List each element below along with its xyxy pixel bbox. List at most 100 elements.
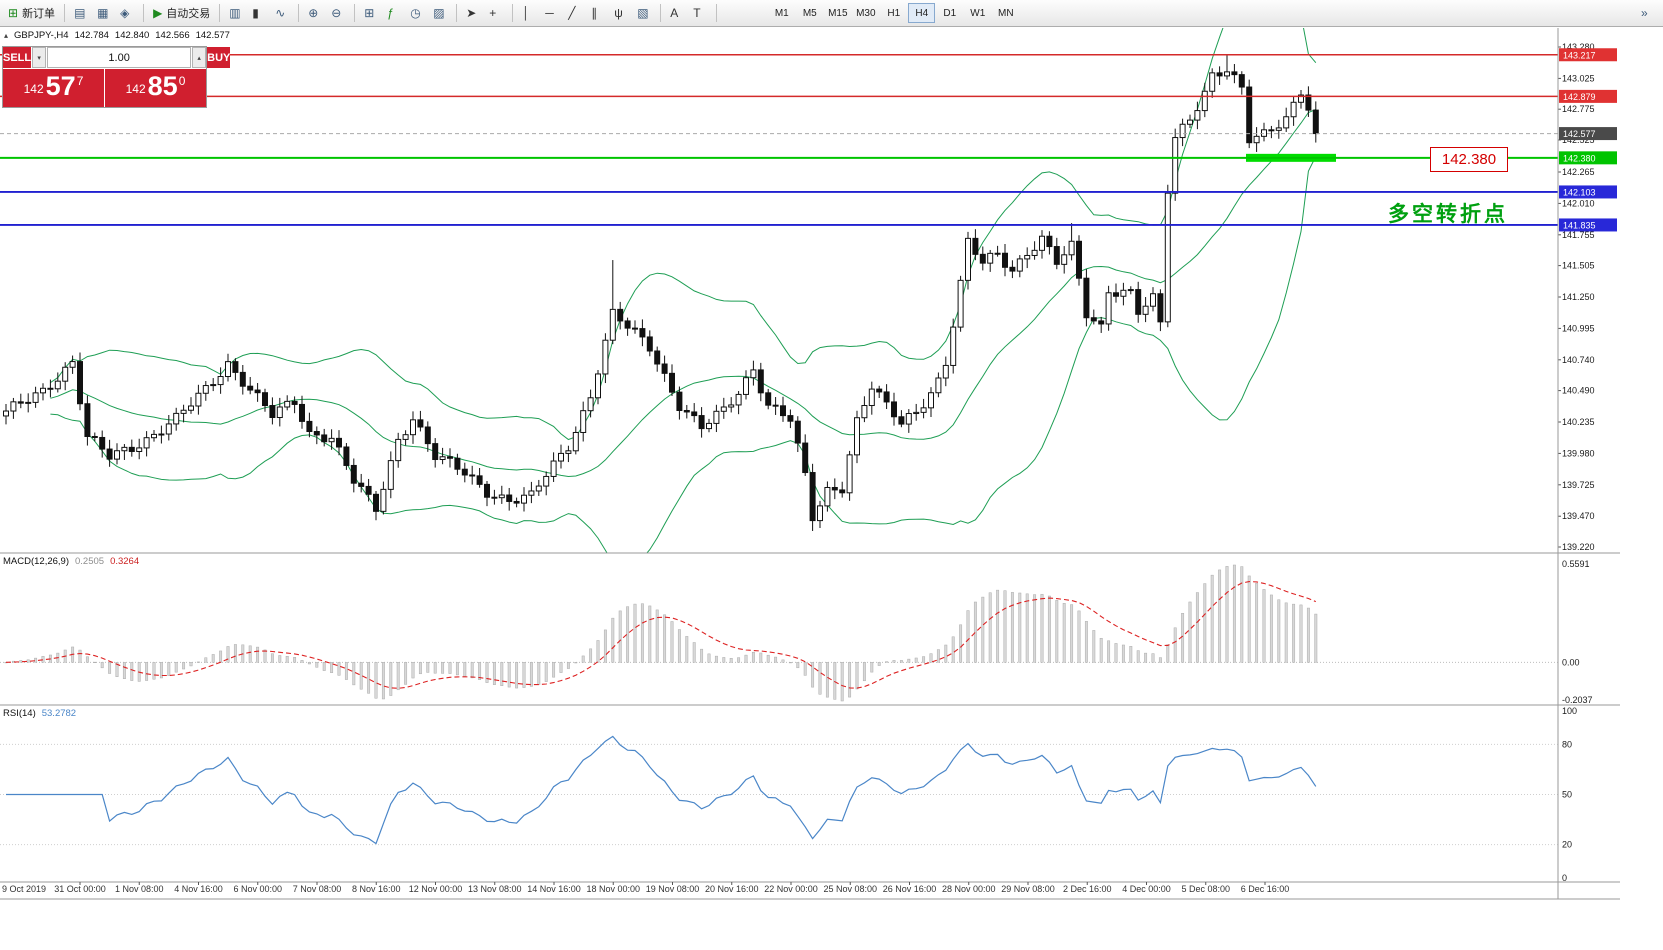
text-icon: A [670, 6, 679, 20]
time-axis-label: 14 Nov 16:00 [527, 884, 581, 894]
tile-windows-button[interactable]: ⊞ [360, 2, 382, 24]
price-scale-tag [1559, 89, 1617, 103]
macd-label: MACD(12,26,9) 0.2505 0.3264 [3, 556, 139, 567]
price-scale-label: 139.220 [1562, 542, 1595, 552]
shapes-button[interactable]: ▧ [633, 2, 655, 24]
channel-button[interactable]: ∥ [587, 2, 609, 24]
timeframe-d1[interactable]: D1 [936, 3, 963, 23]
chart-shift-button[interactable]: » [1637, 2, 1659, 24]
bollinger-middle-band [50, 109, 1316, 478]
sell-price-button[interactable]: 142 57 7 [3, 69, 104, 107]
sell-price-big: 57 [45, 71, 76, 101]
text-button[interactable]: A [666, 2, 688, 24]
time-axis-label: 26 Nov 16:00 [883, 884, 937, 894]
time-axis-label: 2 Dec 16:00 [1063, 884, 1112, 894]
timeframe-m30[interactable]: M30 [852, 3, 879, 23]
time-axis-label: 19 Nov 08:00 [646, 884, 700, 894]
templates-icon: ▨ [433, 6, 445, 20]
timeframe-h4[interactable]: H4 [908, 3, 936, 23]
rsi-scale-label: 100 [1562, 706, 1577, 716]
timeframe-m15[interactable]: M15 [824, 3, 851, 23]
price-scale-label: 142.010 [1562, 198, 1595, 208]
volume-input[interactable] [47, 47, 192, 68]
line-chart-icon: ∿ [275, 6, 286, 20]
indicators-button[interactable]: ƒ [383, 2, 405, 24]
macd-pane[interactable] [0, 564, 1558, 702]
time-axis-label: 5 Dec 08:00 [1181, 884, 1230, 894]
bar-chart-button[interactable]: ▥ [225, 2, 247, 24]
candlestick-chart-button[interactable]: ▮ [248, 2, 270, 24]
navigator-icon: ◈ [120, 6, 130, 20]
zoom-out-button[interactable]: ⊖ [327, 2, 349, 24]
trendline-button[interactable]: ╱ [564, 2, 586, 24]
turning-point-label[interactable]: 多空转折点 [1388, 203, 1508, 226]
data-window-icon: ▦ [97, 6, 109, 20]
time-axis-label: 31 Oct 00:00 [54, 884, 106, 894]
zoom-out-icon: ⊖ [331, 6, 342, 20]
sell-price-pip: 7 [76, 74, 84, 88]
label-button[interactable]: T [689, 2, 711, 24]
time-axis-label: 13 Nov 08:00 [468, 884, 522, 894]
crosshair-button[interactable]: + [485, 2, 507, 24]
price-scale-tag [1559, 218, 1617, 232]
macd-name: MACD(12,26,9) [3, 556, 69, 567]
time-axis[interactable]: 9 Oct 2019 31 Oct 00:00 1 Nov 08:00 4 Nov 1… [2, 882, 1289, 894]
price-scale-tag [1559, 48, 1617, 62]
price-annotation-box[interactable]: 142.380 [1430, 147, 1508, 172]
new-order-label: 新订单 [22, 8, 56, 20]
main-price-pane[interactable] [0, 0, 1558, 568]
symbol-info: ▴ GBPJPY-,H4 142.784 142.840 142.566 142… [4, 30, 230, 41]
macd-scale-label: -0.2037 [1562, 695, 1593, 705]
horizontal-line-button[interactable]: ─ [541, 2, 563, 24]
market-watch-button[interactable]: ▤ [70, 2, 92, 24]
price-scale-label: 143.025 [1562, 73, 1595, 83]
periods-button[interactable]: ◷ [406, 2, 428, 24]
time-axis-label: 25 Nov 08:00 [823, 884, 877, 894]
quote-high: 142.840 [114, 30, 150, 41]
chart-shift-icon: » [1641, 6, 1648, 20]
volume-decrease-icon[interactable]: ▾ [32, 47, 47, 68]
data-window-button[interactable]: ▦ [93, 2, 115, 24]
collapse-icon[interactable]: ▴ [4, 31, 9, 40]
toolbar-separator [64, 4, 66, 22]
timeframe-w1[interactable]: W1 [964, 3, 991, 23]
toolbar-separator [456, 4, 458, 22]
auto-trading-button[interactable]: ▶ 自动交易 [149, 2, 214, 24]
line-chart-button[interactable]: ∿ [271, 2, 293, 24]
periods-icon: ◷ [410, 6, 421, 20]
price-scale-label: 139.470 [1562, 511, 1595, 521]
time-axis-label: 28 Nov 00:00 [942, 884, 996, 894]
cursor-button[interactable]: ➤ [462, 2, 484, 24]
timeframe-h1[interactable]: H1 [880, 3, 907, 23]
volume-increase-icon[interactable]: ▴ [192, 47, 207, 68]
sell-button[interactable]: SELL [3, 47, 32, 68]
toolbar-separator [660, 4, 662, 22]
buy-button[interactable]: BUY [207, 47, 231, 68]
zoom-in-button[interactable]: ⊕ [304, 2, 326, 24]
time-axis-label: 18 Nov 00:00 [586, 884, 640, 894]
price-scale-label: 141.250 [1562, 292, 1595, 302]
fibonacci-button[interactable]: ψ [610, 2, 632, 24]
macd-histogram [4, 564, 1318, 702]
buy-price-button[interactable]: 142 85 0 [105, 69, 206, 107]
navigator-button[interactable]: ◈ [116, 2, 138, 24]
timeframe-m1[interactable]: M1 [768, 3, 795, 23]
indicators-icon: ƒ [387, 6, 394, 20]
templates-button[interactable]: ▨ [429, 2, 451, 24]
timeframe-mn[interactable]: MN [992, 3, 1019, 23]
rsi-scale-label: 0 [1562, 873, 1567, 883]
new-order-button[interactable]: ⊞ 新订单 [4, 2, 59, 24]
vertical-line-button[interactable]: │ [518, 2, 540, 24]
price-scale-label: 140.235 [1562, 417, 1595, 427]
price-scale-tag [1559, 151, 1617, 165]
timeframe-m5[interactable]: M5 [796, 3, 823, 23]
buy-price-prefix: 142 [125, 82, 146, 96]
quote-close: 142.577 [195, 30, 230, 41]
one-click-trading-panel: SELL ▾ ▴ BUY 142 57 7 142 85 0 [2, 46, 231, 108]
rsi-pane[interactable] [0, 735, 1558, 846]
macd-scale-label: 0.5591 [1562, 559, 1590, 569]
macd-scale-label: 0.00 [1562, 657, 1580, 667]
macd-main-value: 0.2505 [75, 556, 105, 567]
